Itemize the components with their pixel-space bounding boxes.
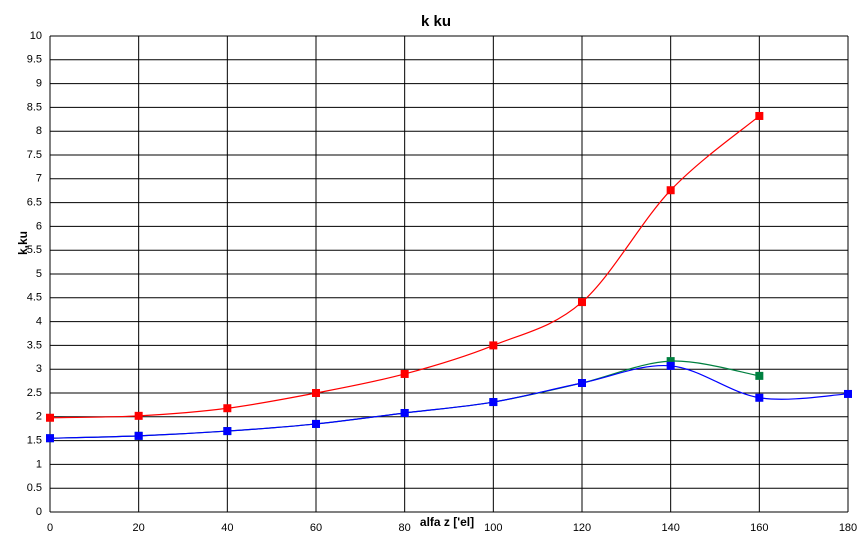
y-tick-label: 10 [30, 30, 42, 42]
marker [666, 357, 675, 366]
y-tick-label: 0 [36, 506, 42, 518]
marker [312, 389, 320, 397]
x-tick-label: 140 [661, 522, 679, 534]
marker [223, 404, 232, 413]
marker [489, 398, 498, 407]
y-tick-label: 5 [36, 268, 42, 280]
marker [666, 186, 675, 195]
series-line [49, 364, 849, 439]
marker [578, 298, 586, 307]
marker [46, 413, 54, 422]
x-tick-label: 160 [750, 522, 768, 534]
marker [755, 371, 764, 380]
marker [134, 411, 143, 420]
marker [134, 431, 143, 440]
y-tick-label: 0.5 [27, 482, 42, 494]
y-tick-label: 2.5 [27, 387, 42, 399]
y-tick-label: 7.5 [27, 149, 42, 161]
series-line [49, 115, 760, 419]
marker [666, 361, 675, 370]
y-tick-label: 6 [36, 220, 42, 232]
y-tick-label: 2 [36, 411, 42, 423]
marker [489, 341, 498, 350]
x-tick-label: 180 [839, 522, 857, 534]
marker [578, 379, 586, 388]
x-tick-label: 0 [47, 522, 53, 534]
marker [755, 111, 764, 120]
marker [312, 419, 320, 428]
y-tick-label: 5.5 [27, 244, 42, 256]
marker [844, 389, 852, 398]
y-tick-label: 9.5 [27, 54, 42, 66]
y-tick-label: 4 [36, 316, 42, 328]
x-tick-label: 120 [573, 522, 591, 534]
marker [223, 427, 232, 436]
x-tick-label: 80 [399, 522, 411, 534]
y-tick-label: 6.5 [27, 197, 42, 209]
x-axis-title: alfa z ['el] [420, 515, 474, 529]
y-axis-title: k,ku [16, 231, 30, 255]
y-tick-label: 7 [36, 173, 42, 185]
y-tick-label: 1 [36, 458, 42, 470]
x-tick-label: 100 [484, 522, 502, 534]
chart-title: k ku [421, 13, 451, 30]
marker [755, 393, 764, 402]
y-tick-label: 4.5 [27, 292, 42, 304]
y-tick-label: 9 [36, 78, 42, 90]
y-tick-label: 1.5 [27, 435, 42, 447]
x-tick-label: 40 [221, 522, 233, 534]
marker [400, 369, 409, 378]
x-tick-label: 60 [310, 522, 322, 534]
y-tick-label: 8.5 [27, 101, 42, 113]
y-tick-label: 3 [36, 363, 42, 375]
y-tick-label: 8 [36, 125, 42, 137]
x-tick-label: 20 [133, 522, 145, 534]
marker [400, 408, 409, 417]
marker [46, 434, 54, 443]
y-tick-label: 3.5 [27, 339, 42, 351]
